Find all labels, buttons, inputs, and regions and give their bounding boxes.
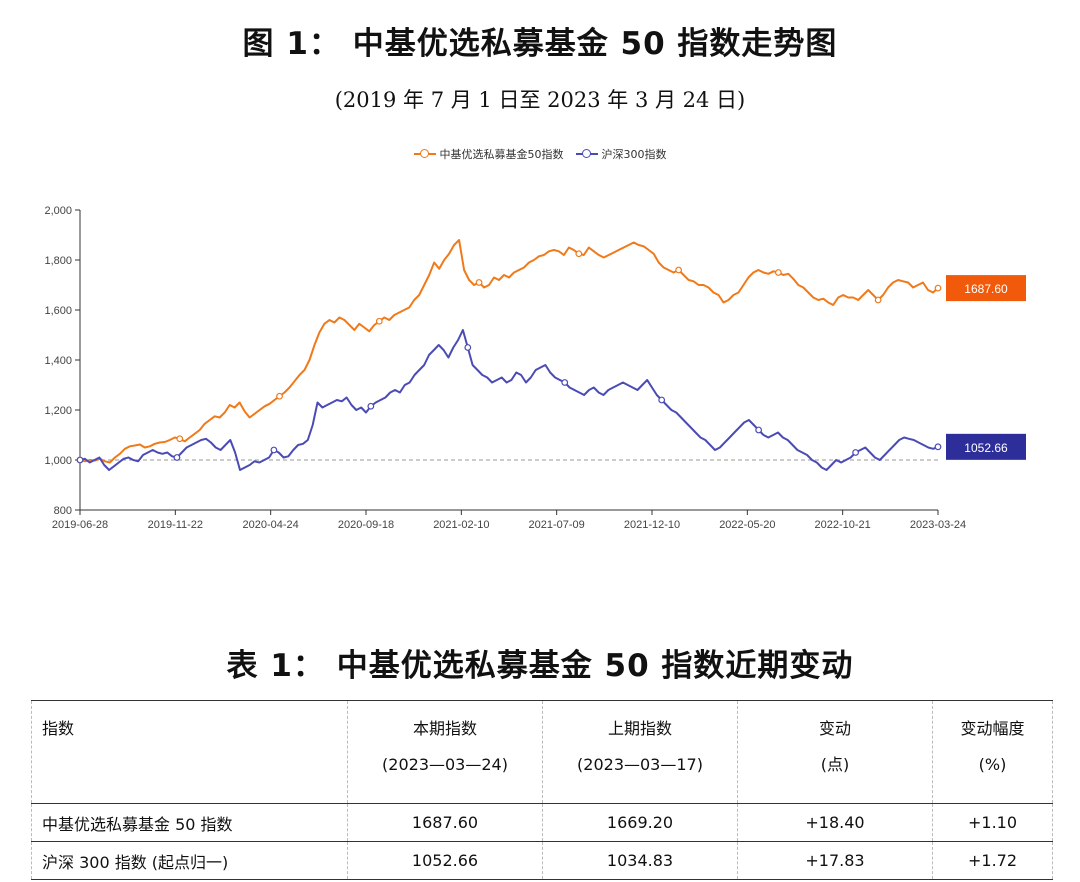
- x-tick-label: 2021-07-09: [529, 519, 585, 531]
- cell-previous: 1669.20: [542, 803, 738, 842]
- legend-item-fund-index[interactable]: 中基优选私募基金50指数: [413, 146, 564, 162]
- table-title: 表 1： 中基优选私募基金 50 指数近期变动: [226, 648, 854, 684]
- end-value-label-box: [946, 275, 1026, 302]
- cell-change-pct: +1.10: [932, 803, 1053, 842]
- table-row: 中基优选私募基金 50 指数 1687.60 1669.20 +18.40 +1…: [31, 803, 1053, 842]
- legend-label-csi300: 沪深300指数: [601, 148, 667, 161]
- x-tick-label: 2019-11-22: [148, 519, 203, 531]
- table-header-row: 指数 本期指数 (2023—03—24) 上期指数 (2023—03—17) 变动(…: [31, 700, 1053, 804]
- y-tick-label: 800: [54, 505, 72, 517]
- data-point: [367, 402, 375, 410]
- x-tick-label: 2021-12-10: [624, 519, 680, 531]
- end-value-label-box: [946, 433, 1026, 460]
- x-tick-label: 2020-04-24: [243, 519, 299, 531]
- data-point: [874, 296, 882, 304]
- y-tick-label: 1,600: [44, 305, 72, 317]
- chart-legend: 中基优选私募基金50指数 沪深300指数: [0, 146, 1080, 162]
- data-point: [276, 392, 283, 400]
- figure-subtitle: (2019 年 7 月 1 日至 2023 年 3 月 24 日): [334, 88, 746, 112]
- y-tick-label: 1,400: [44, 355, 72, 367]
- cell-previous: 1034.83: [542, 841, 738, 880]
- end-value-label: 1687.60: [964, 282, 1008, 296]
- header-index: 指数: [31, 700, 348, 804]
- cell-index-name: 中基优选私募基金 50 指数: [31, 803, 348, 842]
- cell-change: +17.83: [737, 841, 933, 880]
- line-chart: 800 1,000 1,200 1,400 1,600 1,800 2,000 2019-06…: [44, 205, 1026, 531]
- data-point: [774, 269, 782, 276]
- y-tick-label: 2,000: [44, 205, 72, 217]
- cell-change-pct: +1.72: [932, 841, 1053, 880]
- data-point: [852, 449, 859, 456]
- header-previous: 上期指数 (2023—03—17): [542, 700, 738, 804]
- data-point: [375, 317, 383, 325]
- series-line-fund-index: [79, 239, 939, 464]
- data-point: [934, 443, 942, 451]
- y-tick-label: 1,800: [44, 255, 72, 267]
- data-point: [270, 446, 278, 454]
- cell-index-name: 沪深 300 指数 (起点归一): [31, 841, 348, 880]
- data-point: [561, 379, 569, 386]
- data-point: [76, 456, 84, 464]
- legend-swatch-orange: [413, 149, 436, 159]
- data-point: [464, 344, 472, 351]
- figure-title: 图 1： 中基优选私募基金 50 指数走势图: [242, 26, 838, 62]
- x-tick-label: 2023-03-24: [910, 519, 966, 531]
- index-change-table: 指数 本期指数 (2023—03—24) 上期指数 (2023—03—17) 变动(…: [31, 700, 1053, 880]
- cell-current: 1052.66: [347, 841, 543, 880]
- data-point: [755, 426, 763, 434]
- y-tick-label: 1,000: [44, 455, 72, 467]
- x-tick-label: 2021-02-10: [433, 519, 489, 531]
- data-point: [658, 396, 666, 404]
- data-point: [176, 435, 184, 443]
- data-point: [934, 284, 942, 292]
- data-point: [575, 250, 583, 258]
- x-tick-label: 2020-09-18: [338, 519, 394, 531]
- legend-swatch-blue: [575, 149, 598, 159]
- header-change-pct: 变动幅度 (%): [932, 700, 1053, 804]
- header-change: 变动 (点): [737, 700, 933, 804]
- data-point: [475, 279, 483, 286]
- x-tick-label: 2019-06-28: [52, 519, 108, 531]
- legend-item-csi300[interactable]: 沪深300指数: [575, 146, 667, 162]
- series-line-csi300: [79, 329, 939, 471]
- end-value-label: 1052.66: [964, 441, 1008, 455]
- y-tick-label: 1,200: [44, 405, 72, 417]
- cell-current: 1687.60: [347, 803, 543, 842]
- x-tick-label: 2022-05-20: [719, 519, 775, 531]
- header-current: 本期指数 (2023—03—24): [347, 700, 543, 804]
- data-point: [675, 266, 683, 274]
- legend-label-fund-index: 中基优选私募基金50指数: [439, 148, 564, 161]
- data-point: [173, 454, 181, 461]
- table-row: 沪深 300 指数 (起点归一) 1052.66 1034.83 +17.83 …: [31, 841, 1053, 880]
- cell-change: +18.40: [737, 803, 933, 842]
- x-tick-label: 2022-10-21: [815, 519, 871, 531]
